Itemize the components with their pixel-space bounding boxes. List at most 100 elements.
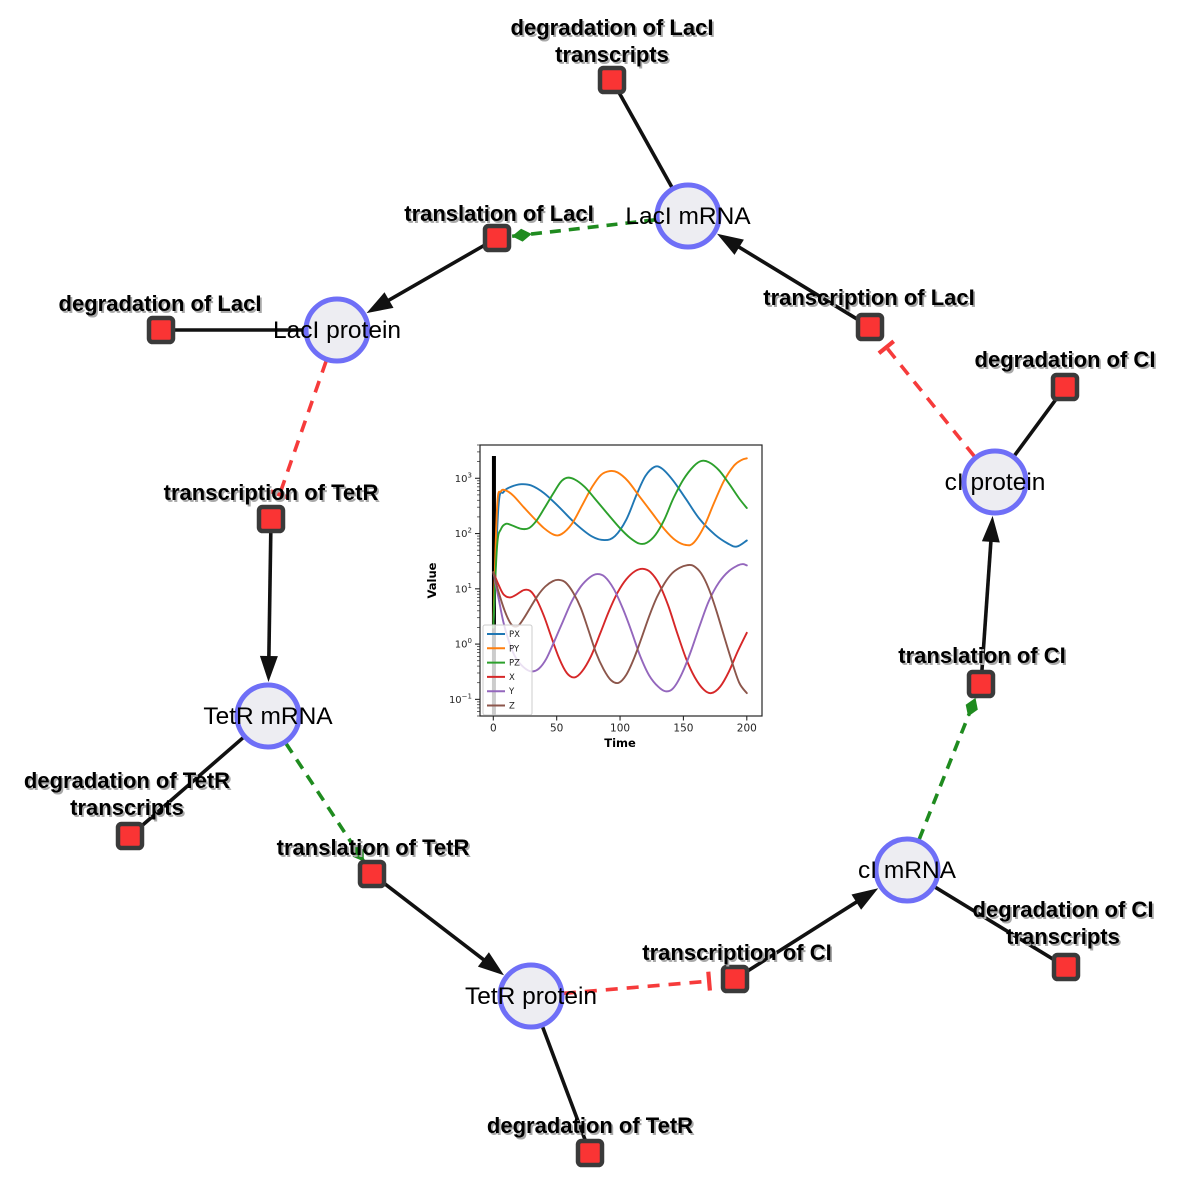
reaction-label-deg-laci-transcripts: degradation of LacI transcripts xyxy=(512,17,715,69)
species-label-laci-protein: LacI protein xyxy=(273,317,401,344)
plot-series-X xyxy=(492,567,748,695)
arrowhead-icon xyxy=(477,952,504,976)
species-node-ci-mrna[interactable] xyxy=(873,836,941,904)
x-tick-label: 200 xyxy=(737,723,757,735)
x-tick-label: 150 xyxy=(673,723,693,735)
tbar-inhibition-icon xyxy=(877,339,896,355)
reaction-label-transcription-ci: transcription of CI xyxy=(644,942,833,967)
reaction-label-translation-laci: translation of LacI xyxy=(406,203,595,228)
x-axis-label: Time xyxy=(604,736,636,750)
edge-transcription-tetr-tetr-mrna xyxy=(259,531,278,682)
reaction-node-transcription-tetr[interactable] xyxy=(256,504,286,534)
reaction-node-translation-laci[interactable] xyxy=(482,223,512,253)
edges-layer xyxy=(137,89,1060,1143)
reaction-label-translation-tetr: translation of TetR xyxy=(278,837,471,862)
y-axis-label: Value xyxy=(425,562,439,598)
edge-ci-mrna-deg-ci-transcripts xyxy=(934,885,1057,963)
labels-layer: degradation of LacI transcripts degradatio… xyxy=(24,15,1157,1140)
reaction-label-translation-ci: translation of CI xyxy=(900,645,1067,670)
plot-series-PX xyxy=(492,465,748,629)
legend-label-PY: PY xyxy=(509,644,520,654)
diamond-arrowhead-icon xyxy=(511,228,532,242)
reaction-node-deg-tetr[interactable] xyxy=(575,1138,605,1168)
edge-ci-protein-deg-ci xyxy=(1013,395,1060,457)
reaction-label-deg-tetr-transcripts: degradation of TetR transcripts xyxy=(24,768,230,820)
reaction-label-deg-laci: degradation of LacI xyxy=(59,291,262,316)
species-label-tetr-protein: TetR protein xyxy=(465,983,597,1010)
plot-frame xyxy=(479,444,763,717)
y-tick-label: 103 xyxy=(455,471,472,485)
plot-series-Z xyxy=(492,563,748,695)
y-tick-label: 102 xyxy=(455,527,472,541)
edge-translation-laci-laci-protein xyxy=(366,242,487,314)
species-node-laci-mrna[interactable] xyxy=(654,182,722,250)
arrowhead-icon xyxy=(851,888,879,910)
reaction-label-transcription-ci: transcription of CI xyxy=(642,940,831,965)
reaction-node-transcription-laci[interactable] xyxy=(855,312,885,342)
edge-laci-protein-transcription-tetr xyxy=(269,360,328,500)
edge-ci-mrna-translation-ci xyxy=(917,697,978,840)
plot-legend: PX PY PZ XYZ xyxy=(482,624,533,716)
species-label-tetr-mrna: TetR mRNA xyxy=(203,703,333,730)
reaction-node-deg-laci[interactable] xyxy=(146,315,176,345)
legend-label-PX: PX xyxy=(509,630,520,640)
species-node-laci-protein[interactable] xyxy=(303,296,371,364)
diamond-arrowhead-icon xyxy=(965,697,978,717)
y-tick-label: 101 xyxy=(455,582,472,596)
edge-laci-mrna-translation-laci xyxy=(511,218,656,242)
reaction-node-deg-laci-transcripts[interactable] xyxy=(597,65,627,95)
y-tick-label: 100 xyxy=(455,637,472,651)
species-node-ci-protein[interactable] xyxy=(961,448,1029,516)
species-node-tetr-protein[interactable] xyxy=(497,962,565,1030)
reaction-label-translation-laci: translation of LacI xyxy=(404,201,593,226)
x-tick-label: 100 xyxy=(610,723,630,735)
species-node-tetr-mrna[interactable] xyxy=(234,682,302,750)
reaction-label-deg-ci-transcripts: degradation of CI transcripts xyxy=(973,897,1154,949)
diamond-arrowhead-icon xyxy=(352,844,364,862)
edge-laci-mrna-deg-laci-transcripts xyxy=(616,89,674,189)
reaction-label-deg-ci: degradation of CI xyxy=(976,349,1157,374)
reaction-node-deg-tetr-transcripts[interactable] xyxy=(115,821,145,851)
legend-label-Z: Z xyxy=(509,702,515,712)
reaction-label-deg-laci: degradation of LacI xyxy=(60,293,263,318)
arrowhead-icon xyxy=(366,292,394,314)
edge-translation-tetr-tetr-protein xyxy=(381,880,504,976)
species-label-ci-protein: cI protein xyxy=(945,469,1046,496)
reaction-node-transcription-ci[interactable] xyxy=(720,964,750,994)
legend-label-Y: Y xyxy=(508,687,515,697)
nodes-layer xyxy=(115,65,1081,1168)
edge-translation-ci-ci-protein xyxy=(980,515,1000,672)
legend-label-X: X xyxy=(509,673,515,683)
plot-axes: 10−1 100 101 102 103 0 50 100 150 200 Time Value xyxy=(425,444,757,750)
reaction-label-transcription-laci: transcription of LacI xyxy=(763,285,974,310)
edge-tetr-mrna-deg-tetr-transcripts xyxy=(137,736,245,830)
arrowhead-icon xyxy=(717,233,744,255)
arrowhead-icon xyxy=(259,655,278,682)
reaction-label-translation-ci: translation of CI xyxy=(898,643,1065,668)
time-course-plot: 10−1 100 101 102 103 0 50 100 150 200 Time Value PX P… xyxy=(425,428,770,768)
y-tick-label: 10−1 xyxy=(449,692,472,706)
reaction-label-deg-ci: degradation of CI xyxy=(975,347,1156,372)
reaction-node-deg-ci[interactable] xyxy=(1050,372,1080,402)
tbar-inhibition-icon xyxy=(269,489,290,500)
reaction-node-translation-ci[interactable] xyxy=(966,669,996,699)
reaction-label-translation-tetr: translation of TetR xyxy=(277,835,470,860)
reaction-label-deg-tetr: degradation of TetR xyxy=(487,1113,693,1138)
plot-series-PY xyxy=(492,457,748,629)
plot-series-PZ xyxy=(492,459,748,629)
reaction-node-translation-tetr[interactable] xyxy=(357,859,387,889)
reaction-node-deg-ci-transcripts[interactable] xyxy=(1051,952,1081,982)
edge-tetr-protein-deg-tetr xyxy=(540,1026,588,1143)
reaction-label-transcription-laci: transcription of LacI xyxy=(765,287,976,312)
edge-transcription-laci-laci-mrna xyxy=(717,233,860,322)
plot-panel: 10−1 100 101 102 103 0 50 100 150 200 Time Value PX P… xyxy=(425,428,770,768)
plot-series-layer xyxy=(492,457,748,695)
x-tick-label: 0 xyxy=(490,723,497,735)
reaction-label-deg-laci-transcripts: degradation of LacI transcripts xyxy=(511,15,714,67)
x-tick-label: 50 xyxy=(550,723,563,735)
edge-transcription-ci-ci-mrna xyxy=(745,888,879,974)
reaction-label-deg-tetr-transcripts: degradation of TetR transcripts xyxy=(26,770,232,822)
reaction-label-transcription-tetr: transcription of TetR xyxy=(165,482,380,507)
